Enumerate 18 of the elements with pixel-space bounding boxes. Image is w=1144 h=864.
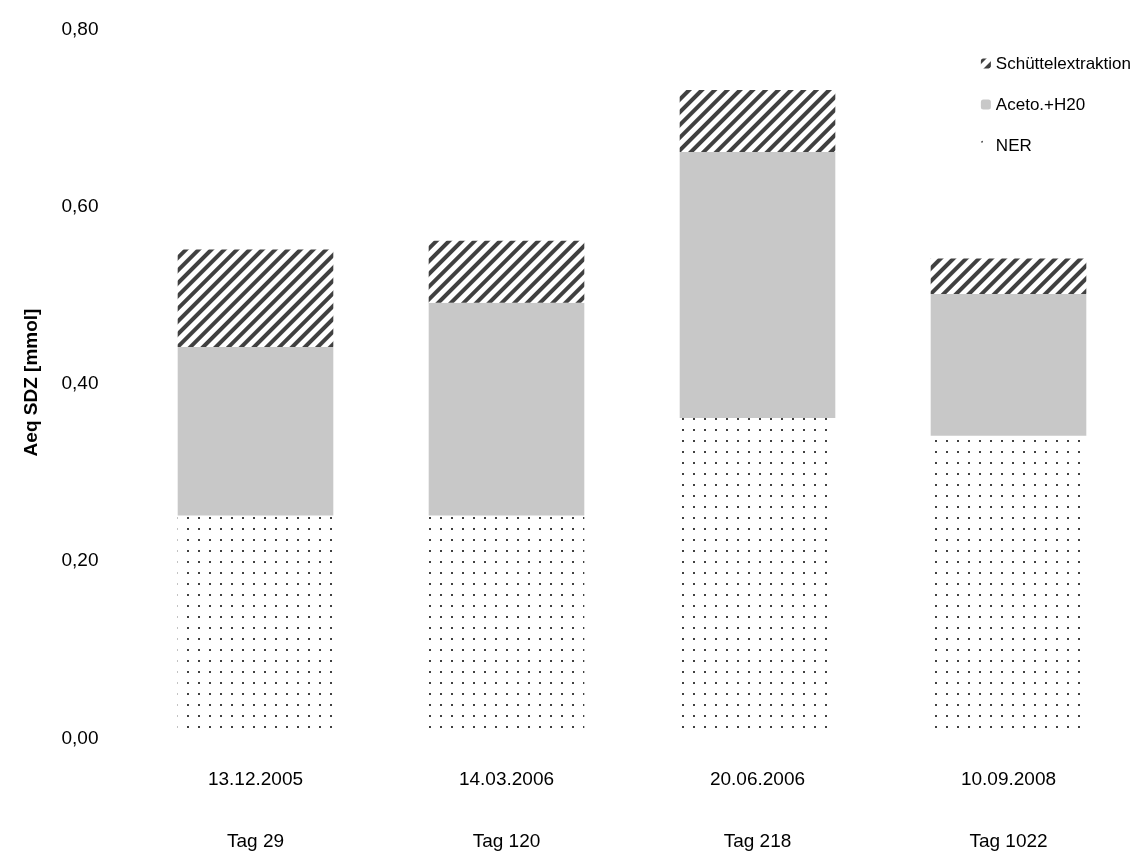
bar — [930, 293, 1087, 436]
text: Tag 1022 — [969, 829, 1048, 851]
legend-label: Aceto.+H20 — [995, 95, 1086, 114]
x-tick-label: 10.09.2008 — [960, 768, 1057, 789]
text: Tag 218 — [723, 829, 792, 851]
text: Tag 120 — [472, 829, 541, 851]
y-tick-label: 0,60 — [61, 194, 99, 216]
y-tick-label: 0,40 — [61, 372, 99, 393]
legend-label: NER — [995, 136, 1032, 155]
y-axis-title: Aeq SDZ [mmol] — [20, 308, 41, 457]
y-tick-label: 0,20 — [61, 549, 99, 571]
y-tick-label: 0,80 — [61, 17, 99, 39]
x-tick-label: 13.12.2005 — [207, 768, 304, 789]
legend-label: Schüttelextraktion — [995, 54, 1132, 73]
y-tick-label: 0,00 — [61, 726, 99, 748]
text: Tag 29 — [226, 829, 285, 851]
x-tick-label: 14.03.2006 — [458, 768, 555, 789]
x-tick-label: 20.06.2006 — [709, 768, 806, 789]
